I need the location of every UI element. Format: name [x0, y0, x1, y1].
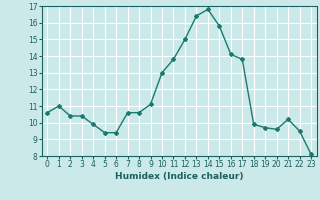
X-axis label: Humidex (Indice chaleur): Humidex (Indice chaleur)	[115, 172, 244, 181]
